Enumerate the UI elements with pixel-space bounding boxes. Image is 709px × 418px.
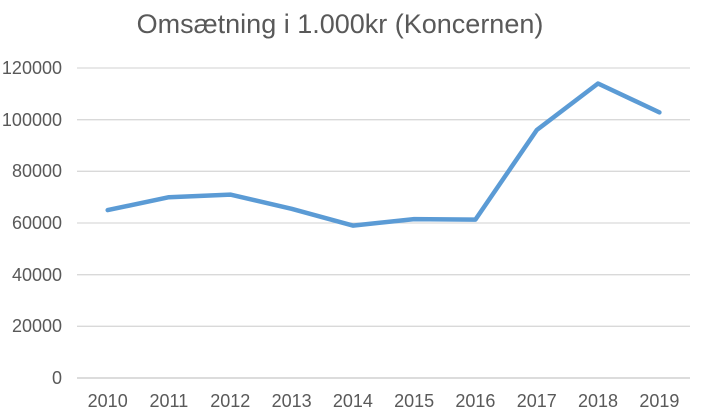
y-axis-tick-label: 80000 <box>11 161 62 182</box>
x-axis-tick-label: 2014 <box>332 391 373 411</box>
x-axis-tick-label: 2012 <box>210 391 251 411</box>
y-axis-tick-label: 100000 <box>1 109 62 130</box>
y-axis-tick-label: 40000 <box>11 264 62 285</box>
x-axis-tick-label: 2019 <box>639 391 680 411</box>
x-axis-tick-label: 2011 <box>149 391 189 411</box>
y-axis-tick-label: 0 <box>51 368 62 388</box>
x-axis-tick-label: 2013 <box>271 391 312 411</box>
y-axis-tick-label: 60000 <box>11 213 62 233</box>
x-axis-tick-label: 2010 <box>87 391 128 411</box>
x-axis-tick-label: 2016 <box>455 391 496 411</box>
y-axis-tick-label: 20000 <box>11 316 62 337</box>
chart-title: Omsætning i 1.000kr (Koncernen) <box>136 9 544 39</box>
x-axis-tick-label: 2017 <box>516 391 557 411</box>
x-axis-tick-label: 2018 <box>577 391 619 411</box>
y-axis-tick-label: 120000 <box>1 58 62 78</box>
revenue-line-series <box>105 81 662 228</box>
x-axis-tick-label: 2015 <box>394 391 435 411</box>
